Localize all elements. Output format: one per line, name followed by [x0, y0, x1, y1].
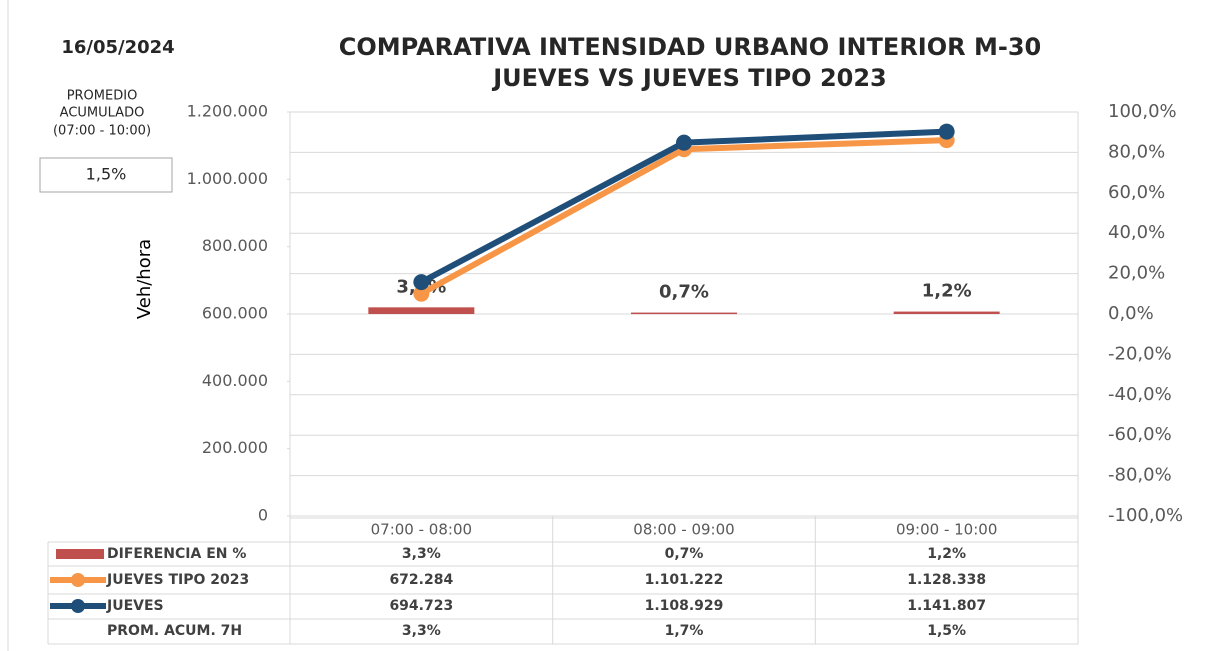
- table-cell: 3,3%: [402, 623, 441, 639]
- marker: [938, 123, 955, 140]
- bar: [893, 311, 1000, 314]
- table-cell: 1.141.807: [907, 598, 986, 614]
- y2-tick-label: -20,0%: [1108, 343, 1172, 364]
- y2-tick-label: 100,0%: [1108, 101, 1177, 122]
- y-tick-label: 600.000: [202, 304, 268, 323]
- marker: [676, 134, 692, 151]
- y-tick-label: 1.000.000: [187, 169, 268, 188]
- bar: [368, 307, 475, 314]
- bar: [631, 312, 737, 315]
- table-cell: 1.101.222: [645, 572, 724, 588]
- y2-tick-label: 0,0%: [1108, 303, 1154, 324]
- table-cell: 3,3%: [402, 546, 441, 562]
- legend-key: [56, 549, 104, 559]
- y2-tick-label: -60,0%: [1108, 424, 1172, 445]
- summary-value: 1,5%: [86, 165, 127, 184]
- date: 16/05/2024: [61, 37, 174, 58]
- y-tick-label: 800.000: [202, 236, 268, 255]
- y2-tick-label: 80,0%: [1108, 141, 1165, 162]
- y-tick-label: 1.200.000: [187, 102, 268, 121]
- y-tick-label: 400.000: [202, 371, 268, 390]
- legend-key: [71, 599, 85, 613]
- y2-tick-label: 40,0%: [1108, 222, 1165, 243]
- summary-label: PROMEDIO: [67, 89, 138, 104]
- summary-label: ACUMULADO: [60, 106, 145, 121]
- x-tick-label: 08:00 - 09:00: [633, 521, 734, 539]
- data-label: 1,2%: [922, 281, 972, 302]
- y-tick-label: 200.000: [202, 438, 268, 457]
- y2-tick-label: -40,0%: [1108, 384, 1172, 405]
- y2-tick-label: 20,0%: [1108, 263, 1165, 284]
- y-tick-label: 0: [258, 506, 268, 525]
- legend-label: DIFERENCIA EN %: [107, 546, 246, 562]
- table-cell: 1.108.929: [645, 598, 724, 614]
- table-cell: 1.128.338: [907, 572, 986, 588]
- chart-title: COMPARATIVA INTENSIDAD URBANO INTERIOR M…: [339, 33, 1041, 61]
- table-cell: 672.284: [389, 572, 453, 588]
- chart-subtitle: JUEVES VS JUEVES TIPO 2023: [491, 64, 887, 92]
- x-tick-label: 07:00 - 08:00: [371, 521, 472, 539]
- y2-tick-label: -100,0%: [1108, 505, 1183, 526]
- legend-label: JUEVES TIPO 2023: [106, 572, 249, 588]
- summary-box: [39, 157, 173, 193]
- data-label: 0,7%: [659, 282, 709, 303]
- marker: [413, 274, 430, 291]
- table-cell: 1,7%: [665, 623, 704, 639]
- table-cell: 1,2%: [927, 546, 966, 562]
- table-cell: 1,5%: [927, 623, 966, 639]
- y2-tick-label: -80,0%: [1108, 465, 1172, 486]
- marker: [413, 285, 430, 302]
- y-axis-label: Veh/hora: [134, 239, 155, 319]
- x-tick-label: 09:00 - 10:00: [896, 521, 997, 539]
- row-label: PROM. ACUM. 7H: [107, 623, 242, 639]
- table-cell: 0,7%: [665, 546, 704, 562]
- legend-key: [71, 573, 85, 587]
- table-cell: 694.723: [389, 598, 453, 614]
- summary-label: (07:00 - 10:00): [53, 124, 151, 139]
- legend-label: JUEVES: [106, 598, 164, 614]
- y2-tick-label: 60,0%: [1108, 182, 1165, 203]
